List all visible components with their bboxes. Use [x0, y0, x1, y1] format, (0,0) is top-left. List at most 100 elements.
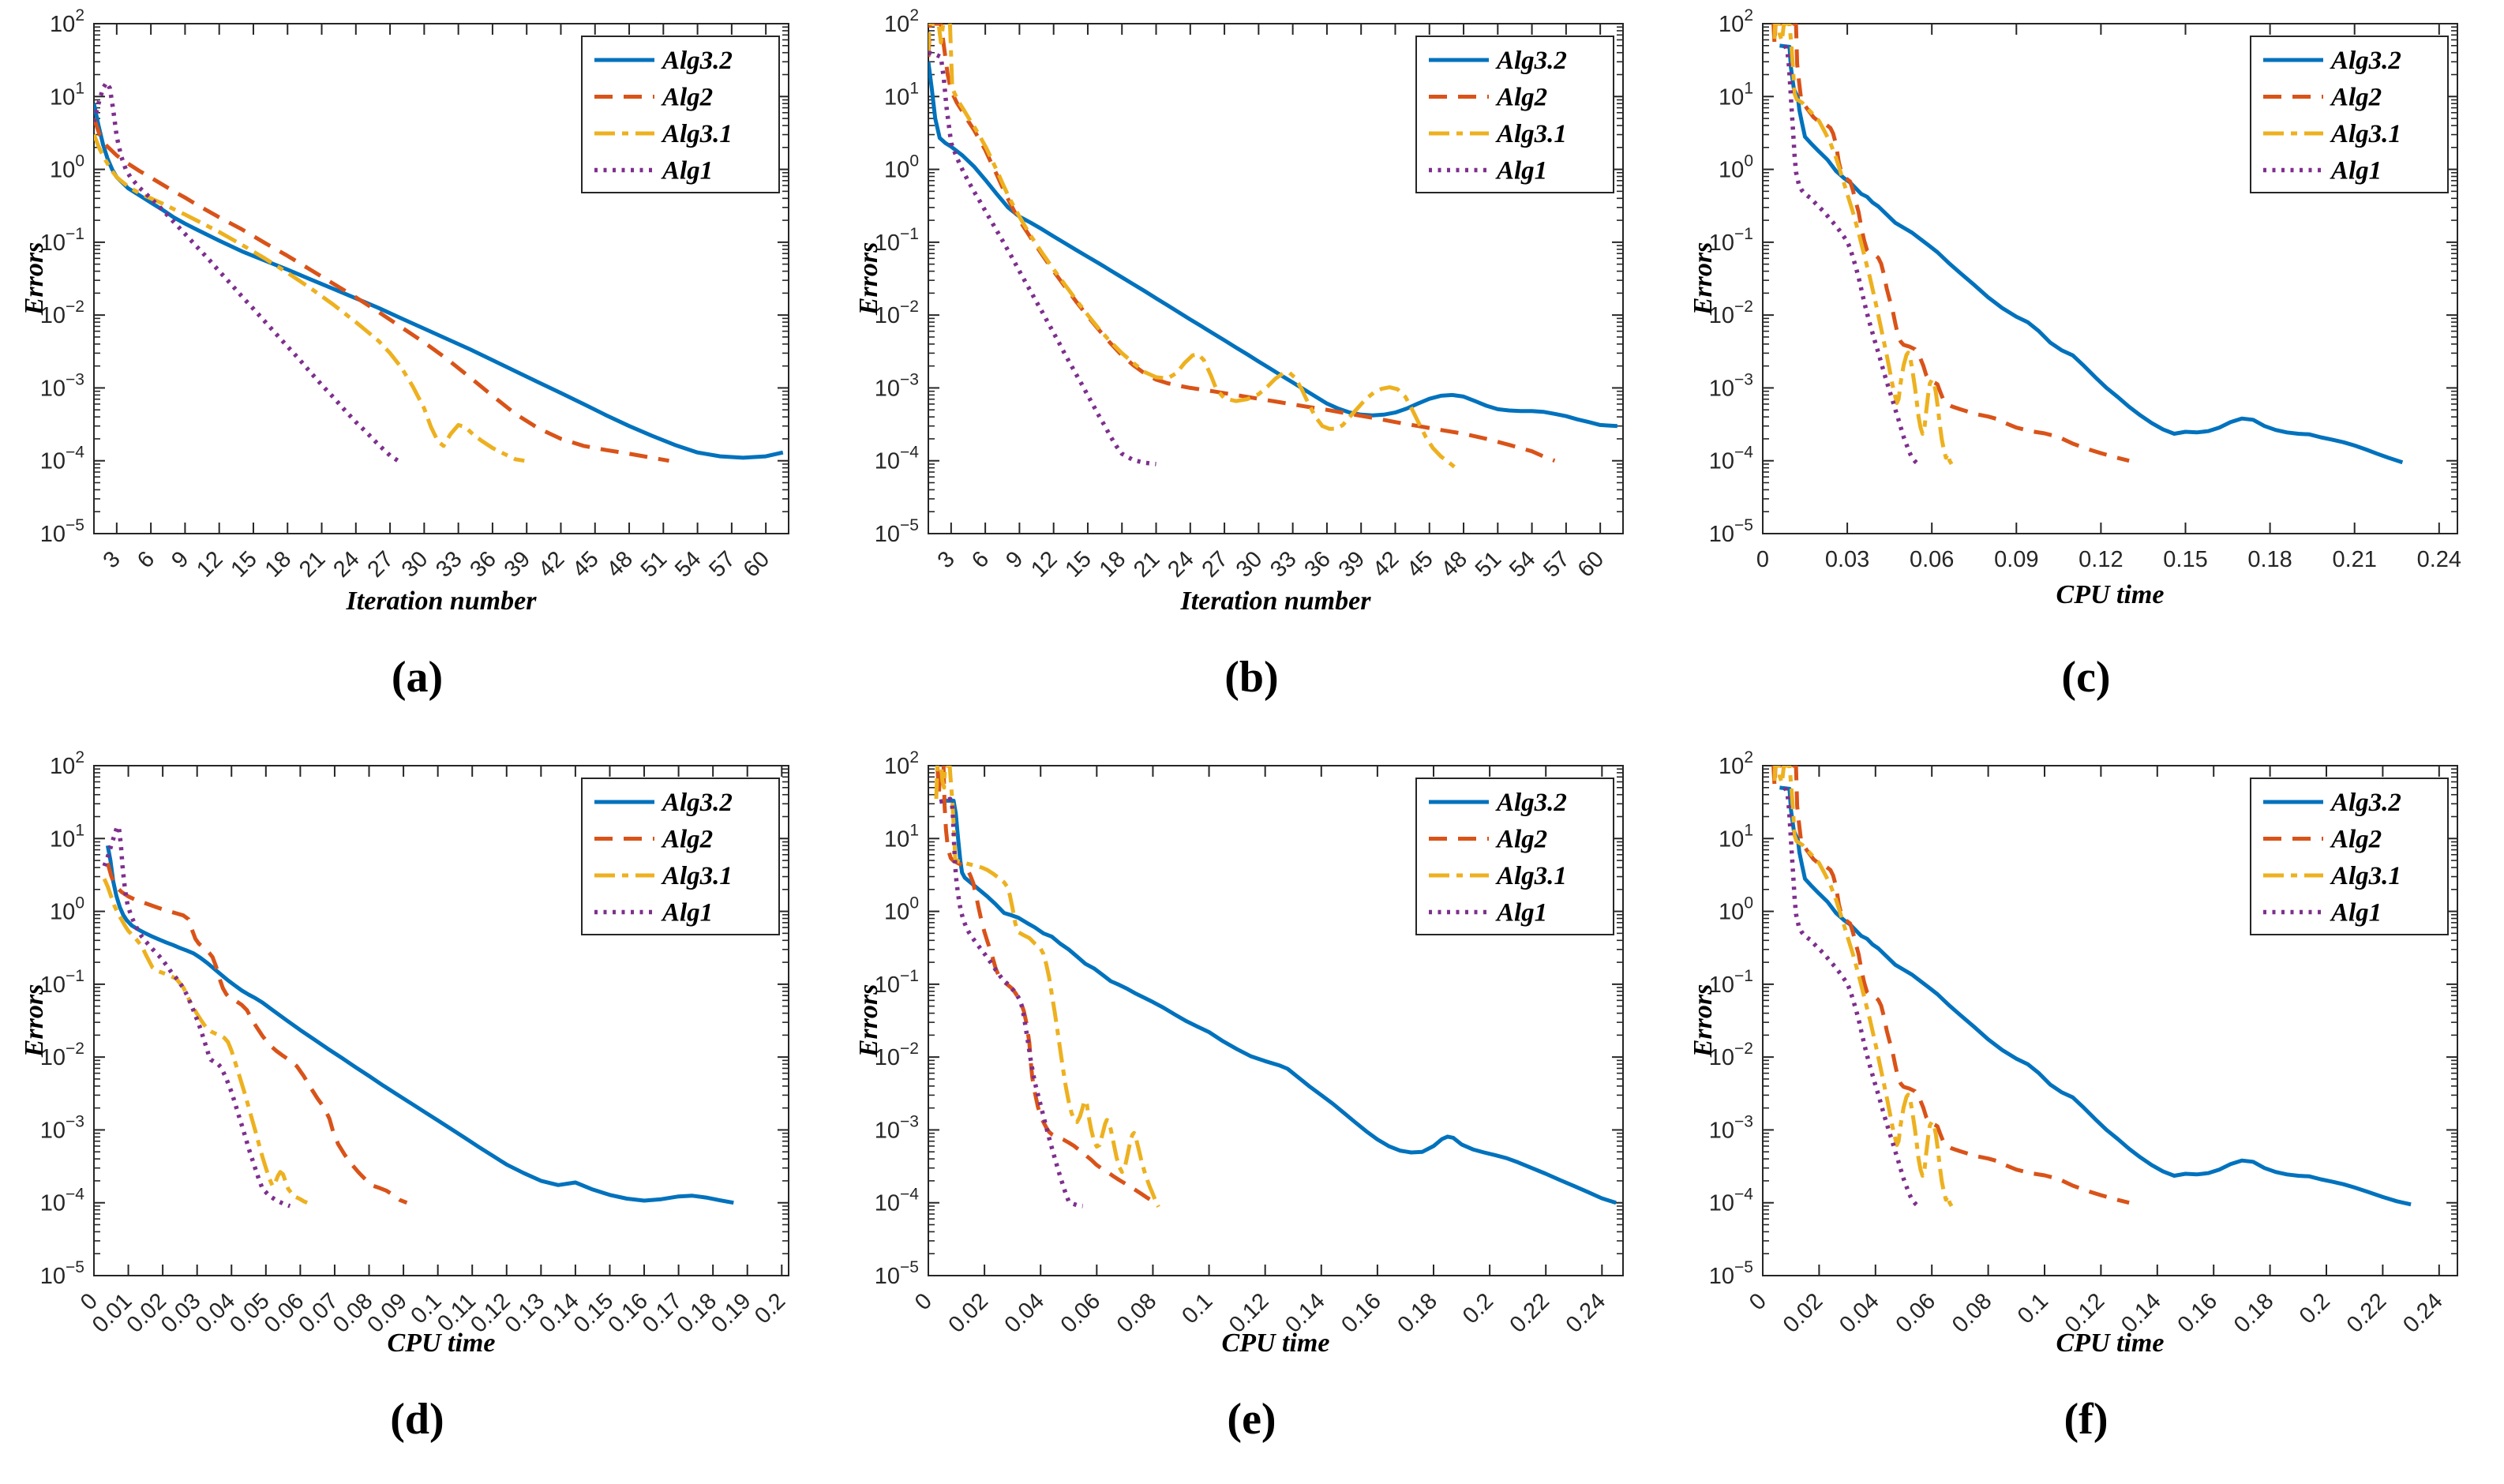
legend-label-Alg1: Alg1: [661, 157, 713, 186]
y-axis-ticks: 102 101 100 10−1 10−2 10−3 10−4 10−5: [1708, 748, 2457, 1289]
series-line-Alg2: [93, 118, 669, 463]
x-tick-label: 0: [1744, 1288, 1771, 1315]
legend-label-Alg3.2: Alg3.2: [1495, 47, 1567, 75]
y-tick-label: 102: [50, 6, 84, 37]
legend-label-Alg2: Alg2: [2330, 826, 2382, 854]
x-tick-label: 39: [1333, 546, 1369, 582]
panel-b-caption: (b): [1224, 653, 1279, 702]
series-line-Alg3.2: [1779, 43, 2403, 465]
x-tick-label: 0.22: [1505, 1288, 1554, 1338]
x-tick-label: 36: [1299, 546, 1335, 582]
x-axis-label: CPU time: [2056, 580, 2164, 609]
x-tick-label: 3: [98, 546, 125, 573]
plot-frame: [92, 23, 789, 534]
x-tick-label: 0.24: [1561, 1288, 1610, 1338]
x-tick-label: 21: [1129, 546, 1164, 582]
series-line-Alg3.1: [1772, 766, 1953, 1208]
x-axis-label: Iteration number: [1179, 586, 1371, 614]
series-line-Alg3.1: [102, 878, 308, 1205]
series-line-Alg2: [935, 766, 1159, 1205]
chart-c: 102 101 100 10−1 10−2 10−3 10−4 10−50 0.03 0.06 0.…: [1689, 6, 2461, 609]
legend-label-Alg1: Alg1: [2330, 899, 2382, 928]
panel-c: 102 101 100 10−1 10−2 10−3 10−4 10−5 0 0.03 0.06 0.…: [1669, 0, 2503, 742]
legend: Alg3.2 Alg2 Alg3.1 Alg1: [1415, 778, 1614, 935]
series-line-Alg2: [1771, 24, 2130, 463]
legend-label-Alg1: Alg1: [661, 899, 713, 928]
y-tick-label: 10−4: [1708, 1186, 1753, 1216]
y-tick-label: 10−1: [874, 967, 918, 998]
legend-label-Alg1: Alg1: [1495, 899, 1547, 928]
x-tick-label: 0.2: [2294, 1288, 2334, 1328]
panel-e-caption: (e): [1227, 1395, 1276, 1444]
x-tick-label: 0.18: [1393, 1288, 1442, 1338]
series-line-Alg1: [93, 80, 399, 463]
x-tick-label: 0.16: [1336, 1288, 1386, 1338]
y-tick-label: 10−2: [39, 1040, 84, 1070]
y-tick-label: 10−2: [874, 1040, 918, 1070]
y-tick-label: 10−2: [874, 298, 918, 328]
y-tick-label: 101: [884, 79, 919, 110]
y-tick-label: 100: [1719, 152, 1753, 183]
x-tick-label: 54: [1505, 546, 1540, 582]
y-tick-label: 10−5: [874, 1258, 918, 1289]
x-tick-label: 0.24: [2398, 1288, 2448, 1338]
panel-d-caption: (d): [390, 1395, 444, 1444]
x-tick-label: 0.24: [2416, 547, 2461, 572]
series-line-Alg3.2: [1779, 785, 2412, 1207]
x-tick-label: 0.04: [1835, 1288, 1884, 1338]
y-tick-label: 10−5: [39, 1258, 84, 1289]
y-tick-label: 10−4: [874, 444, 919, 474]
legend-label-Alg2: Alg2: [1495, 826, 1547, 854]
series-line-Alg1: [939, 796, 1083, 1209]
y-tick-label: 10−3: [39, 370, 84, 401]
chart-d: 10210110010−110−210−310−410−500.010.020.…: [20, 748, 790, 1356]
plot-frame: [927, 765, 1624, 1276]
y-tick-label: 10−1: [39, 225, 84, 256]
x-tick-label: 0.19: [707, 1288, 756, 1338]
x-tick-label: 0.02: [943, 1288, 993, 1338]
y-tick-label: 10−5: [1708, 1258, 1752, 1289]
x-tick-label: 15: [226, 546, 261, 582]
plot-frame: [1761, 23, 2458, 534]
y-tick-label: 100: [50, 152, 84, 183]
legend-box: [580, 36, 780, 193]
y-tick-label: 101: [50, 821, 84, 852]
y-axis-label: Errors: [854, 242, 883, 317]
y-tick-label: 10−1: [39, 967, 84, 998]
series-group: [1771, 766, 2412, 1208]
panel-b: 102 101 100 10−1 10−2 10−3 10−4 10−5 3 6 9 12 15 18 21…: [834, 0, 1669, 742]
y-tick-label: 10−3: [1708, 370, 1752, 401]
x-tick-label: 0.18: [2229, 1288, 2279, 1338]
legend-label-Alg1: Alg1: [1495, 157, 1547, 186]
x-tick-label: 48: [602, 546, 637, 582]
y-tick-label: 10−1: [1708, 225, 1752, 256]
x-tick-label: 48: [1436, 546, 1471, 582]
legend-box: [2249, 778, 2449, 935]
x-tick-label: 24: [328, 546, 364, 582]
y-tick-label: 10−1: [874, 225, 918, 256]
series-line-Alg1: [1782, 786, 1920, 1208]
panel-a-caption: (a): [391, 653, 444, 702]
legend: Alg3.2 Alg2 Alg3.1 Alg1: [1415, 36, 1614, 193]
x-tick-label: 0.03: [1824, 547, 1869, 572]
y-tick-label: 100: [884, 894, 919, 925]
panel-e: 102 101 100 10−1 10−2 10−3 10−4 10−5 0 0.02 0.04 0.…: [834, 742, 1669, 1484]
legend-label-Alg2: Alg2: [2330, 84, 2382, 112]
series-line-Alg2: [928, 24, 1555, 463]
x-tick-label: 0: [909, 1288, 936, 1315]
x-tick-label: 30: [1231, 546, 1266, 582]
x-tick-label: 0.16: [2172, 1288, 2222, 1338]
y-tick-label: 102: [50, 748, 84, 779]
x-tick-label: 42: [533, 546, 568, 582]
series-group: [1771, 24, 2403, 466]
series-line-Alg3.1: [1772, 24, 1953, 466]
plot-frame: [927, 23, 1624, 534]
x-tick-label: 3: [932, 546, 959, 573]
legend-box: [580, 778, 780, 935]
y-tick-label: 102: [884, 6, 919, 37]
legend-label-Alg3.1: Alg3.1: [661, 120, 733, 148]
y-tick-label: 101: [1719, 821, 1753, 852]
x-tick-label: 33: [431, 546, 467, 582]
